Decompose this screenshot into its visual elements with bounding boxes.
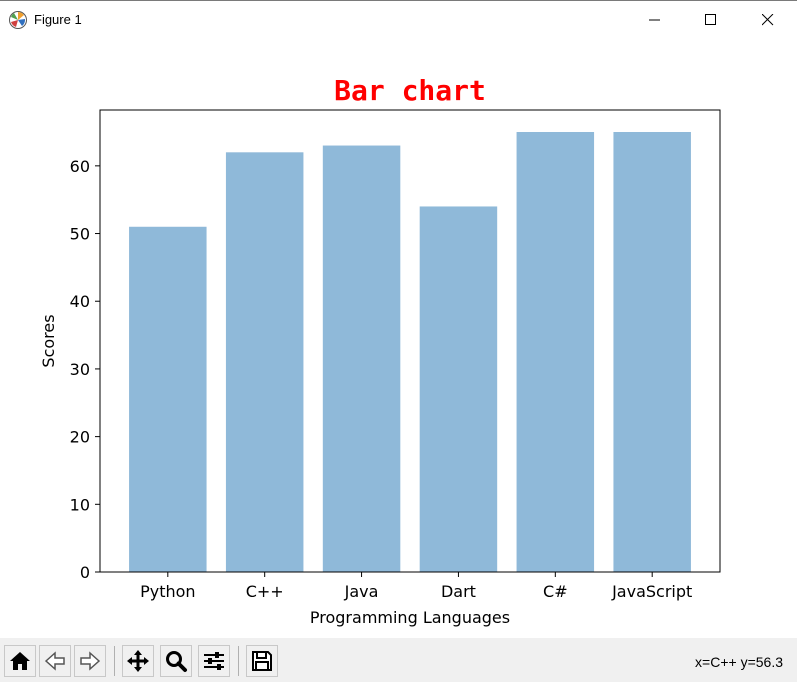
x-tick-label: Java [344,582,379,601]
axes-frame [99,109,721,573]
maximize-icon [705,14,716,25]
x-tick-label: Dart [441,582,476,601]
save-button[interactable] [246,645,278,677]
window-title: Figure 1 [34,12,82,27]
x-tick-label: Python [140,582,195,601]
maximize-button[interactable] [688,1,734,39]
save-icon [252,651,272,671]
y-tick-label: 0 [80,563,90,582]
pan-icon [127,650,149,672]
chart-title: Bar chart [334,74,486,107]
close-icon [762,14,774,26]
cursor-coordinates: x=C++ y=56.3 [695,654,783,670]
x-tick-label: C# [543,582,568,601]
bar-4 [516,132,595,572]
matplotlib-logo-icon [9,11,27,29]
home-icon [10,652,30,670]
bar-2 [322,145,401,572]
close-button[interactable] [745,1,791,39]
navigation-toolbar: x=C++ y=56.3 [0,638,797,682]
home-button[interactable] [4,645,36,677]
y-tick-label: 30 [70,360,90,379]
window-titlebar: Figure 1 [0,0,797,38]
x-tick-label: C++ [246,582,284,601]
toolbar-separator [114,646,115,676]
figure-canvas[interactable]: Python C++ Java Dart C# JavaScript 0 10 20 30 40 50… [0,38,797,638]
y-tick-label: 40 [70,292,90,311]
y-tick-label: 10 [70,495,90,514]
forward-arrow-icon [80,651,101,671]
zoom-button[interactable] [160,645,192,677]
minimize-button[interactable] [632,1,678,39]
bar-chart: Python C++ Java Dart C# JavaScript 0 10 20 30 40 50… [39,74,721,627]
configure-subplots-icon [204,652,224,670]
toolbar-separator [238,646,239,676]
x-axis-label: Programming Languages [310,608,510,627]
zoom-icon [166,651,187,672]
minimize-icon [649,19,660,21]
bar-0 [129,226,207,572]
configure-subplots-button[interactable] [198,645,230,677]
pan-button[interactable] [122,645,154,677]
bar-3 [419,206,498,572]
back-arrow-icon [44,651,65,671]
y-axis-label: Scores [39,314,58,367]
bar-5 [613,132,691,572]
y-tick-label: 50 [70,225,90,244]
bar-1 [225,152,304,573]
y-tick-label: 20 [70,428,90,447]
forward-button[interactable] [74,645,106,677]
back-button[interactable] [39,645,71,677]
y-tick-label: 60 [70,157,90,176]
x-tick-label: JavaScript [611,582,692,601]
